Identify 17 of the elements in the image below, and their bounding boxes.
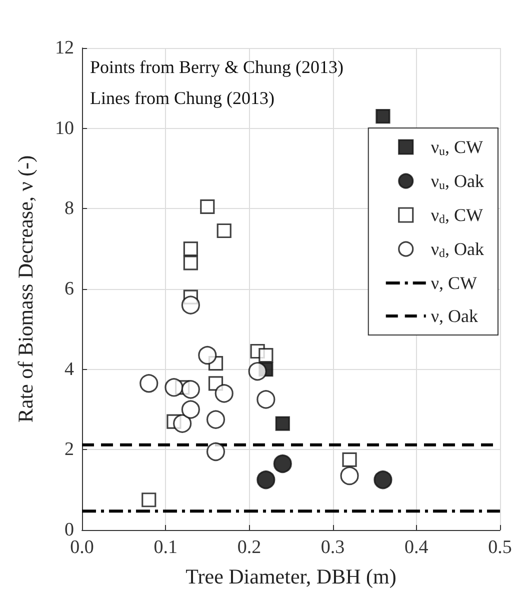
annotation: Lines from Chung (2013)	[90, 88, 274, 108]
annotation: Points from Berry & Chung (2013)	[90, 57, 344, 77]
x-tick-label: 0.3	[320, 537, 345, 558]
y-tick-label: 4	[64, 358, 74, 380]
y-tick-label: 12	[55, 38, 74, 58]
y-tick-label: 6	[64, 278, 74, 300]
x-tick-label: 0.1	[154, 537, 178, 558]
y-tick-label: 10	[55, 118, 74, 139]
x-tick-label: 0.2	[237, 537, 262, 558]
y-tick-label: 8	[64, 198, 74, 220]
x-tick-label: 0.5	[488, 537, 512, 558]
legend-label: ν, Oak	[430, 306, 478, 326]
legend-label: ν, CW	[430, 273, 478, 293]
y-tick-label: 2	[64, 439, 74, 460]
x-axis-title: Tree Diameter, DBH (m)	[186, 564, 396, 588]
y-axis-title: Rate of Biomass Decrease, ν (-)	[14, 155, 38, 423]
x-tick-label: 0.4	[404, 537, 429, 558]
